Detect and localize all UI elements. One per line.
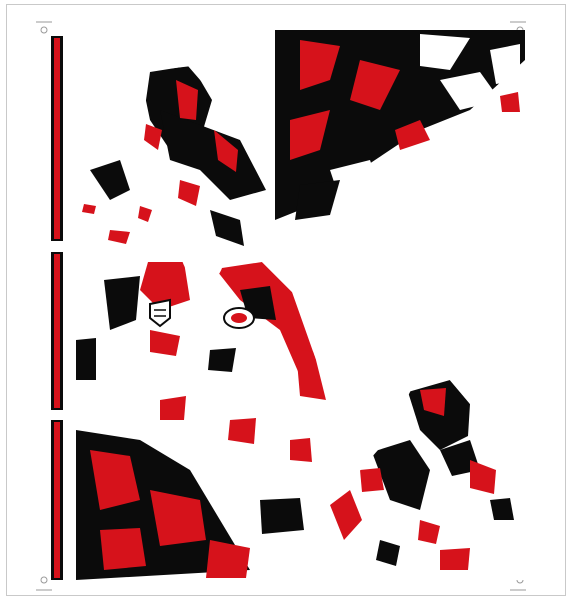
- stripe-bottom: [51, 420, 63, 580]
- sleeve-top-left: [78, 66, 268, 250]
- sleeve-top-right: [275, 30, 525, 250]
- sheet-border: [6, 4, 566, 596]
- stripe-middle: [51, 252, 63, 410]
- reg-mark-bottom-left: [36, 576, 52, 591]
- front-body: [76, 260, 326, 580]
- shield-emblem-icon: [149, 298, 171, 328]
- reg-mark-top-left: [36, 21, 52, 34]
- round-logo-icon: [223, 307, 255, 329]
- stripe-top: [51, 36, 63, 241]
- sleeve-bottom-right: [330, 378, 526, 580]
